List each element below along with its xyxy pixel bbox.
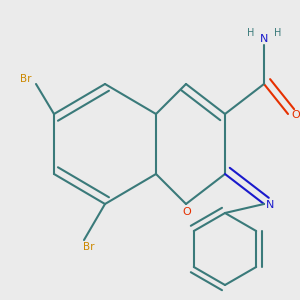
Text: N: N	[260, 34, 268, 44]
Text: Br: Br	[83, 242, 94, 253]
Text: Br: Br	[20, 74, 31, 85]
Text: H: H	[247, 28, 254, 38]
Text: N: N	[266, 200, 274, 211]
Text: O: O	[291, 110, 300, 121]
Text: H: H	[274, 28, 281, 38]
Text: O: O	[182, 207, 191, 218]
